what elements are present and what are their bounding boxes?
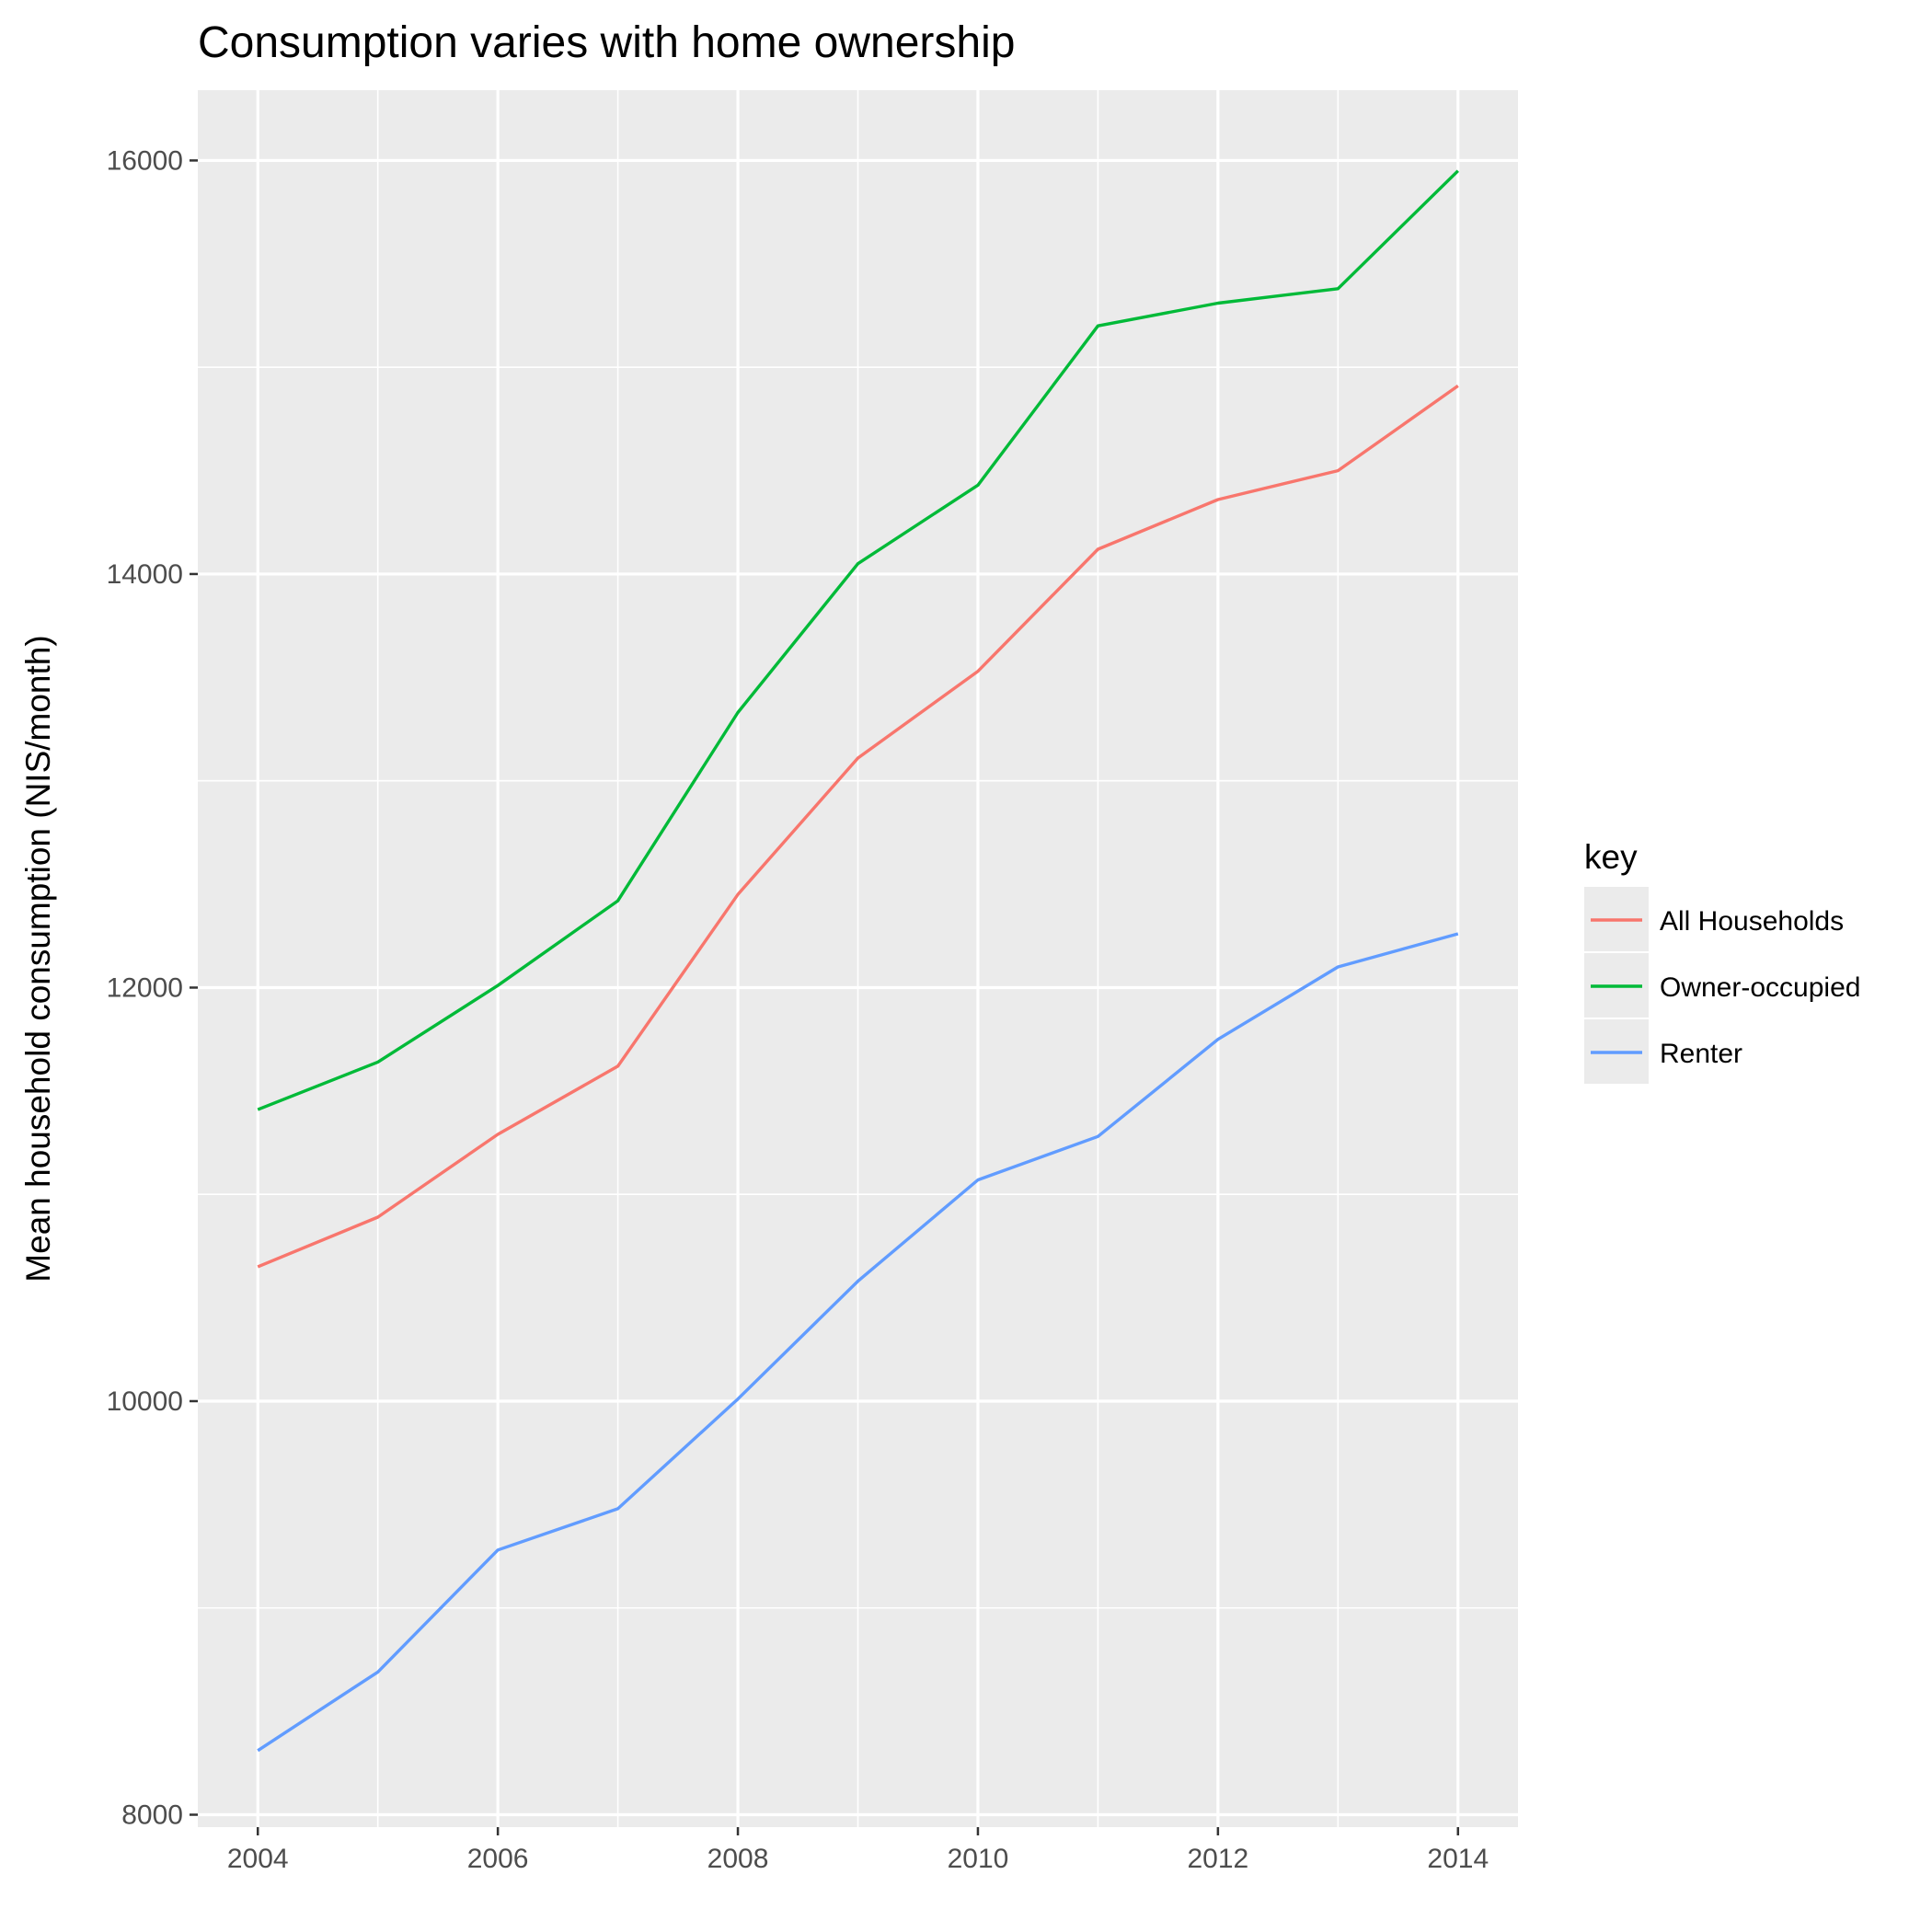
series-lines [257, 169, 1459, 1753]
y-tick-label: 14000 [107, 559, 183, 590]
legend-title: key [1584, 838, 1638, 876]
legend-item: Renter [1584, 1019, 1742, 1084]
y-axis: 8000 10000 12000 14000 16000 [107, 145, 198, 1831]
x-tick-label: 2006 [467, 1844, 529, 1874]
x-axis: 2004 2006 2008 2010 2012 2014 [227, 1827, 1489, 1874]
x-tick-label: 2012 [1187, 1844, 1248, 1874]
x-tick-label: 2004 [227, 1844, 289, 1874]
series-line-1 [257, 385, 1459, 1269]
minor-gridlines [198, 90, 1518, 1827]
y-tick-label: 10000 [107, 1386, 183, 1417]
series-line-2 [257, 169, 1459, 1111]
x-tick-label: 2010 [948, 1844, 1009, 1874]
legend-label: Renter [1660, 1039, 1742, 1069]
series-line-3 [257, 932, 1459, 1753]
y-tick-label: 16000 [107, 145, 183, 176]
y-tick-label: 12000 [107, 972, 183, 1003]
y-axis-title: Mean household consumption (NIS/month) [19, 635, 57, 1282]
legend-label: All Households [1660, 906, 1844, 937]
legend: key All Households Owner-occupied Renter [1584, 838, 1860, 1084]
legend-item: All Households [1584, 887, 1844, 951]
major-gridlines [198, 90, 1518, 1827]
chart-title: Consumption varies with home ownership [198, 18, 1015, 67]
x-tick-label: 2008 [707, 1844, 769, 1874]
y-tick-label: 8000 [121, 1800, 183, 1831]
legend-label: Owner-occupied [1660, 972, 1860, 1003]
x-tick-label: 2014 [1427, 1844, 1489, 1874]
legend-item: Owner-occupied [1584, 953, 1860, 1018]
